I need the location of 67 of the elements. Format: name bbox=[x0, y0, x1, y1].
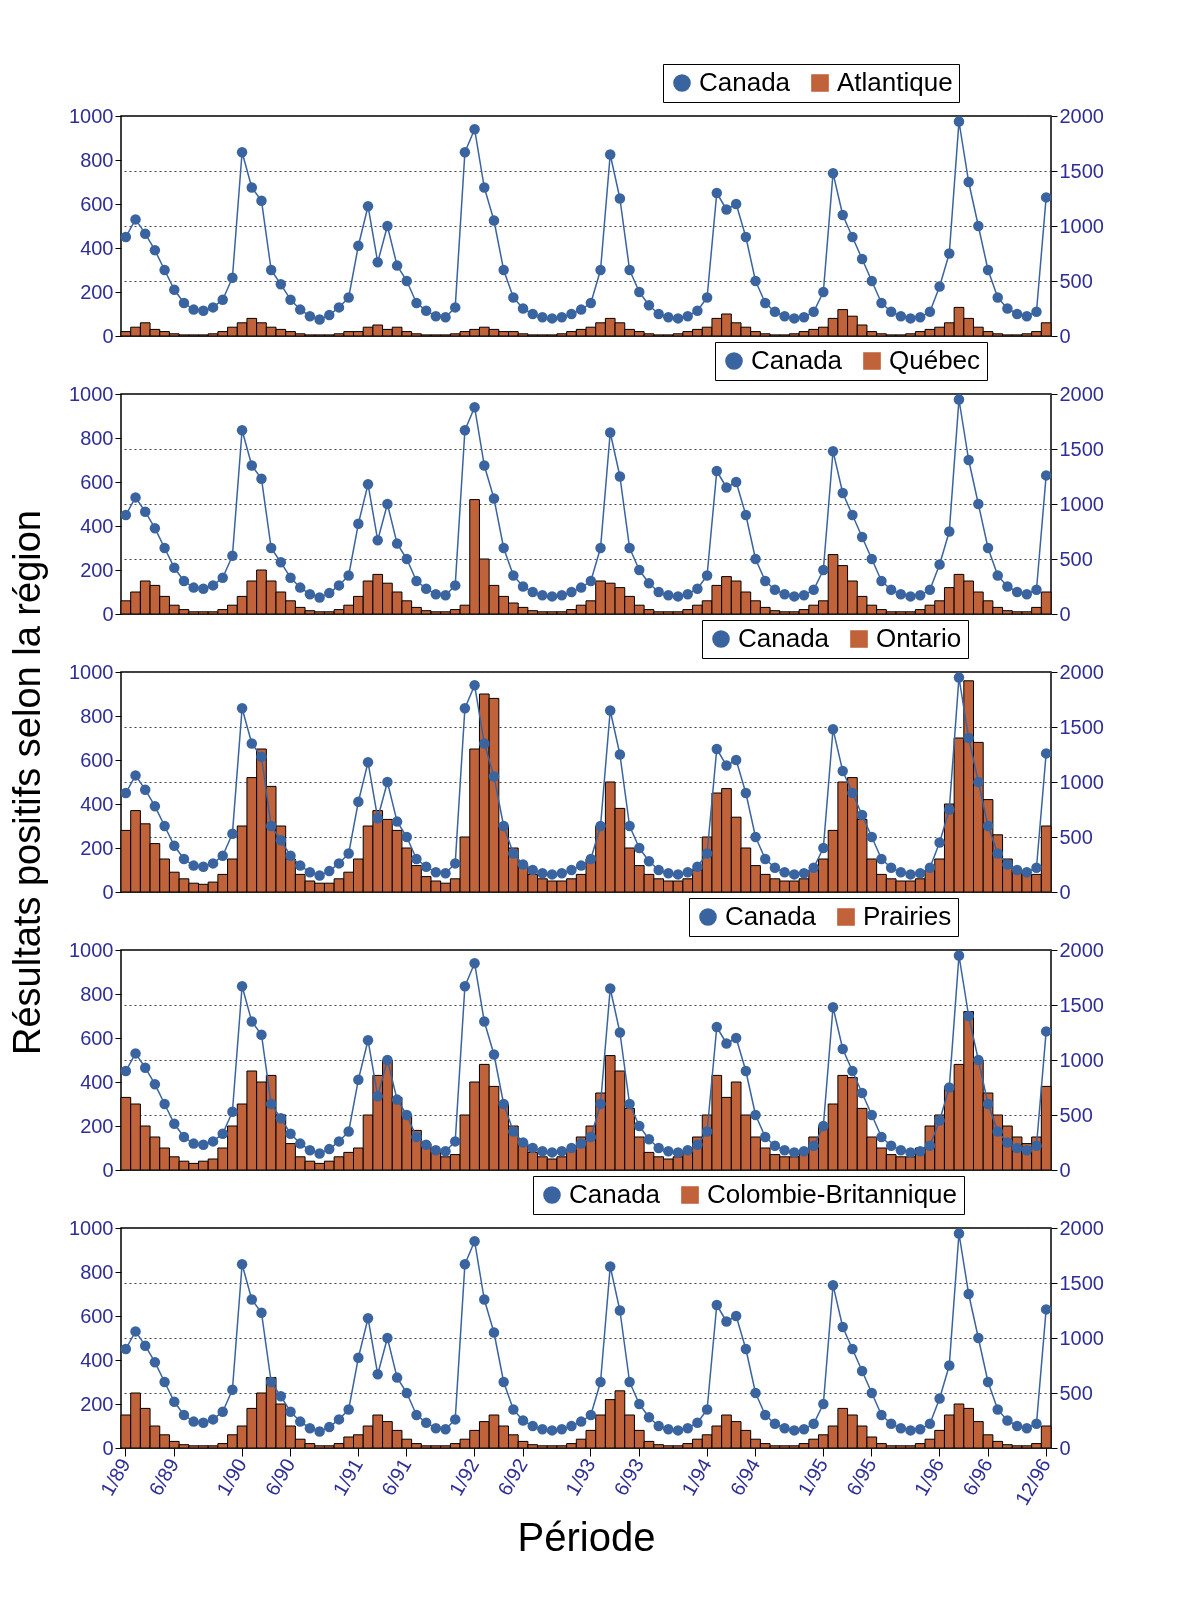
y2-tick-label: 1000 bbox=[1059, 214, 1104, 237]
legend-label: Atlantique bbox=[837, 67, 953, 97]
y2-tick-label: 500 bbox=[1059, 1103, 1093, 1126]
y-tick-label: 1000 bbox=[69, 938, 114, 961]
legend-label: Canada bbox=[569, 1179, 661, 1209]
legend-label: Ontario bbox=[876, 623, 962, 653]
y-tick-label: 0 bbox=[102, 880, 114, 903]
legend-label: Colombie-Britannique bbox=[707, 1179, 958, 1209]
x-axis-title: Période bbox=[517, 1514, 656, 1559]
y-tick-label: 600 bbox=[80, 1304, 114, 1327]
legend-label: Canada bbox=[751, 345, 843, 375]
y-tick-label: 600 bbox=[80, 1026, 114, 1049]
y-tick-label: 1000 bbox=[69, 104, 114, 127]
y2-tick-label: 500 bbox=[1059, 1381, 1093, 1404]
y2-tick-label: 1500 bbox=[1059, 159, 1104, 182]
y-tick-label: 400 bbox=[80, 1070, 114, 1093]
legend-label: Canada bbox=[699, 67, 791, 97]
y2-tick-label: 2000 bbox=[1059, 104, 1104, 127]
legend-label: Canada bbox=[725, 901, 817, 931]
y-tick-label: 1000 bbox=[69, 1216, 114, 1239]
y-tick-label: 1000 bbox=[69, 660, 114, 683]
y-tick-label: 200 bbox=[80, 836, 114, 859]
y-tick-label: 200 bbox=[80, 280, 114, 303]
y2-tick-label: 1000 bbox=[1059, 1326, 1104, 1349]
y-tick-label: 1000 bbox=[69, 382, 114, 405]
y-tick-label: 400 bbox=[80, 792, 114, 815]
y2-tick-label: 500 bbox=[1059, 547, 1093, 570]
y2-tick-label: 1500 bbox=[1059, 715, 1104, 738]
y-tick-label: 800 bbox=[80, 1260, 114, 1283]
y2-tick-label: 0 bbox=[1059, 324, 1071, 347]
y2-tick-label: 1000 bbox=[1059, 770, 1104, 793]
y2-tick-label: 0 bbox=[1059, 880, 1071, 903]
y-tick-label: 200 bbox=[80, 1114, 114, 1137]
y2-tick-label: 1500 bbox=[1059, 437, 1104, 460]
y-tick-label: 0 bbox=[102, 1158, 114, 1181]
y-tick-label: 600 bbox=[80, 192, 114, 215]
y-tick-label: 400 bbox=[80, 236, 114, 259]
y-axis-title: Résultats positifs selon la région bbox=[5, 510, 48, 1055]
y-tick-label: 600 bbox=[80, 748, 114, 771]
y-tick-label: 0 bbox=[102, 1436, 114, 1459]
legend-label: Prairies bbox=[863, 901, 952, 931]
y-tick-label: 800 bbox=[80, 982, 114, 1005]
y2-tick-label: 500 bbox=[1059, 269, 1093, 292]
y-tick-label: 800 bbox=[80, 704, 114, 727]
legend-label: Québec bbox=[889, 345, 981, 375]
y2-tick-label: 0 bbox=[1059, 1436, 1071, 1459]
y2-tick-label: 0 bbox=[1059, 602, 1071, 625]
y-tick-label: 200 bbox=[80, 1392, 114, 1415]
y2-tick-label: 2000 bbox=[1059, 938, 1104, 961]
y-tick-label: 800 bbox=[80, 426, 114, 449]
legend-label: Canada bbox=[738, 623, 830, 653]
y-tick-label: 0 bbox=[102, 602, 114, 625]
y-tick-label: 200 bbox=[80, 558, 114, 581]
y-tick-label: 400 bbox=[80, 514, 114, 537]
y2-tick-label: 500 bbox=[1059, 825, 1093, 848]
y2-tick-label: 1000 bbox=[1059, 1048, 1104, 1071]
y2-tick-label: 1500 bbox=[1059, 1271, 1104, 1294]
y2-tick-label: 1500 bbox=[1059, 993, 1104, 1016]
y2-tick-label: 2000 bbox=[1059, 382, 1104, 405]
y2-tick-label: 2000 bbox=[1059, 660, 1104, 683]
y2-tick-label: 1000 bbox=[1059, 492, 1104, 515]
y2-tick-label: 0 bbox=[1059, 1158, 1071, 1181]
y-tick-label: 0 bbox=[102, 324, 114, 347]
y2-tick-label: 2000 bbox=[1059, 1216, 1104, 1239]
y-tick-label: 400 bbox=[80, 1348, 114, 1371]
y-tick-label: 800 bbox=[80, 148, 114, 171]
y-tick-label: 600 bbox=[80, 470, 114, 493]
